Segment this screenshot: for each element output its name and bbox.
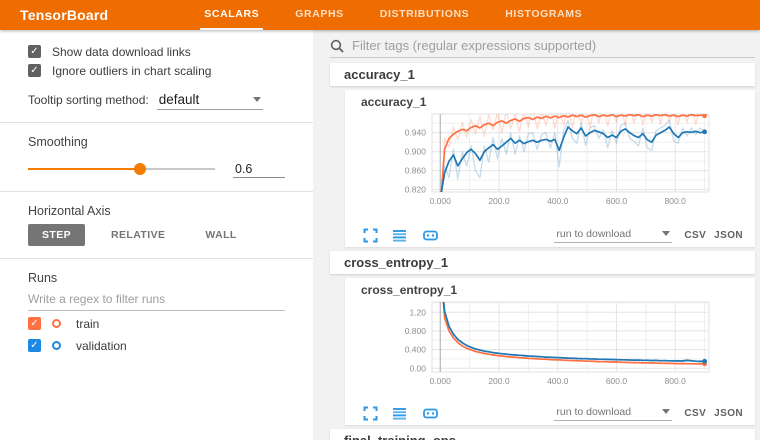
run-to-download-label: run to download (556, 227, 632, 240)
fit-domain-icon[interactable] (421, 228, 440, 243)
log-scale-icon[interactable] (392, 228, 407, 243)
divider (0, 258, 313, 259)
axis-relative-button[interactable]: RELATIVE (111, 229, 166, 241)
tooltip-sorting-dropdown[interactable]: default (156, 92, 263, 110)
checkbox-checked-icon[interactable]: ✓ (28, 45, 41, 58)
divider (0, 122, 313, 123)
tooltip-sorting-label: Tooltip sorting method: (28, 93, 149, 107)
chart-card-accuracy: accuracy_1 0.000 200.0 400.0 600.0 800.0 0.82… (345, 90, 755, 247)
ignore-outliers-checkbox-row[interactable]: ✓ Ignore outliers in chart scaling (28, 61, 285, 80)
tab-histograms[interactable]: HISTOGRAMS (505, 8, 583, 20)
filter-tags-input[interactable] (352, 38, 755, 53)
horizontal-axis-label: Horizontal Axis (28, 204, 111, 218)
axis-wall-button[interactable]: WALL (205, 229, 237, 241)
svg-text:0.940: 0.940 (405, 128, 427, 138)
svg-text:0.900: 0.900 (405, 147, 427, 157)
smoothing-value-input[interactable] (233, 160, 285, 178)
search-icon (330, 39, 344, 53)
caret-down-icon (662, 231, 671, 236)
json-download-link[interactable]: JSON (714, 407, 743, 419)
chart-title: cross_entropy_1 (361, 283, 458, 297)
runs-label: Runs (28, 271, 58, 285)
run-label: validation (76, 338, 127, 353)
run-checkbox-checked-icon[interactable]: ✓ (28, 317, 41, 330)
svg-text:800.0: 800.0 (665, 196, 687, 206)
fullscreen-icon[interactable] (363, 228, 378, 243)
dashboard-main: accuracy_1 accuracy_1 0.000 200.0 400.0 600… (313, 30, 760, 440)
run-to-download-dropdown[interactable]: run to download (554, 227, 673, 243)
axis-step-button[interactable]: STEP (28, 224, 86, 246)
runs-regex-input[interactable] (28, 289, 285, 311)
show-download-links-checkbox-row[interactable]: ✓ Show data download links (28, 42, 285, 61)
log-scale-icon[interactable] (392, 406, 407, 421)
svg-text:0.000: 0.000 (430, 376, 452, 386)
chart-canvas[interactable]: 0.000 200.0 400.0 600.0 800.0 0.820 0.860 0.900… (357, 110, 749, 220)
run-color-ring-icon (52, 341, 61, 350)
svg-text:0.860: 0.860 (405, 166, 427, 176)
svg-text:0.800: 0.800 (405, 326, 427, 336)
settings-sidebar: ✓ Show data download links ✓ Ignore outl… (0, 30, 313, 440)
svg-text:1.20: 1.20 (409, 307, 426, 317)
app-title: TensorBoard (20, 7, 109, 23)
section-header-final-training-ops[interactable]: final_training_ops (330, 429, 755, 440)
tooltip-sorting-value: default (158, 92, 200, 107)
svg-text:200.0: 200.0 (488, 376, 510, 386)
run-label: train (76, 316, 100, 331)
run-row-train[interactable]: ✓ train (28, 314, 285, 333)
caret-down-icon (252, 97, 261, 102)
chart-canvas[interactable]: 0.000 200.0 400.0 600.0 800.0 0.00 0.400 0.800 1… (357, 298, 749, 398)
fullscreen-icon[interactable] (363, 406, 378, 421)
app-toolbar: TensorBoard SCALARS GRAPHS DISTRIBUTIONS… (0, 0, 760, 30)
svg-text:400.0: 400.0 (547, 196, 569, 206)
run-to-download-dropdown[interactable]: run to download (554, 405, 673, 421)
checkbox-label: Ignore outliers in chart scaling (52, 63, 212, 78)
svg-text:0.820: 0.820 (405, 185, 427, 195)
smoothing-label: Smoothing (28, 135, 88, 149)
nav-tabs: SCALARS GRAPHS DISTRIBUTIONS HISTOGRAMS (186, 0, 600, 30)
csv-download-link[interactable]: CSV (684, 407, 707, 419)
svg-text:0.00: 0.00 (409, 363, 426, 373)
section-header-cross-entropy[interactable]: cross_entropy_1 (330, 251, 755, 274)
tab-scalars[interactable]: SCALARS (200, 0, 264, 30)
checkbox-label: Show data download links (52, 44, 191, 59)
csv-download-link[interactable]: CSV (684, 229, 707, 241)
svg-text:600.0: 600.0 (606, 376, 628, 386)
smoothing-slider-fill (28, 168, 141, 170)
json-download-link[interactable]: JSON (714, 229, 743, 241)
caret-down-icon (662, 409, 671, 414)
tab-distributions[interactable]: DISTRIBUTIONS (379, 8, 470, 20)
svg-text:400.0: 400.0 (547, 376, 569, 386)
section-cross-entropy: cross_entropy_1 cross_entropy_1 0.000 200… (330, 251, 755, 425)
smoothing-slider-thumb[interactable] (134, 163, 147, 175)
run-to-download-label: run to download (556, 405, 632, 418)
smoothing-slider[interactable] (28, 163, 215, 175)
scalar-chart-cross-entropy[interactable]: 0.000 200.0 400.0 600.0 800.0 0.00 0.400 0.800 1… (357, 298, 747, 403)
fit-domain-icon[interactable] (421, 406, 440, 421)
run-color-ring-icon (52, 319, 61, 328)
section-header-accuracy[interactable]: accuracy_1 (330, 63, 755, 86)
svg-text:200.0: 200.0 (488, 196, 510, 206)
section-accuracy: accuracy_1 accuracy_1 0.000 200.0 400.0 600… (330, 63, 755, 247)
chart-card-cross-entropy: cross_entropy_1 0.000 200.0 400.0 600.0 800.… (345, 278, 755, 425)
checkbox-checked-icon[interactable]: ✓ (28, 64, 41, 77)
svg-text:0.000: 0.000 (430, 196, 452, 206)
divider (0, 191, 313, 192)
run-checkbox-checked-icon[interactable]: ✓ (28, 339, 41, 352)
scalar-chart-accuracy[interactable]: 0.000 200.0 400.0 600.0 800.0 0.820 0.860 0.900… (357, 110, 747, 225)
section-final-training-ops: final_training_ops (330, 429, 755, 440)
svg-text:600.0: 600.0 (606, 196, 628, 206)
chart-title: accuracy_1 (361, 95, 427, 109)
svg-text:0.400: 0.400 (405, 345, 427, 355)
tab-graphs[interactable]: GRAPHS (295, 8, 344, 20)
run-row-validation[interactable]: ✓ validation (28, 336, 285, 355)
svg-text:800.0: 800.0 (665, 376, 687, 386)
